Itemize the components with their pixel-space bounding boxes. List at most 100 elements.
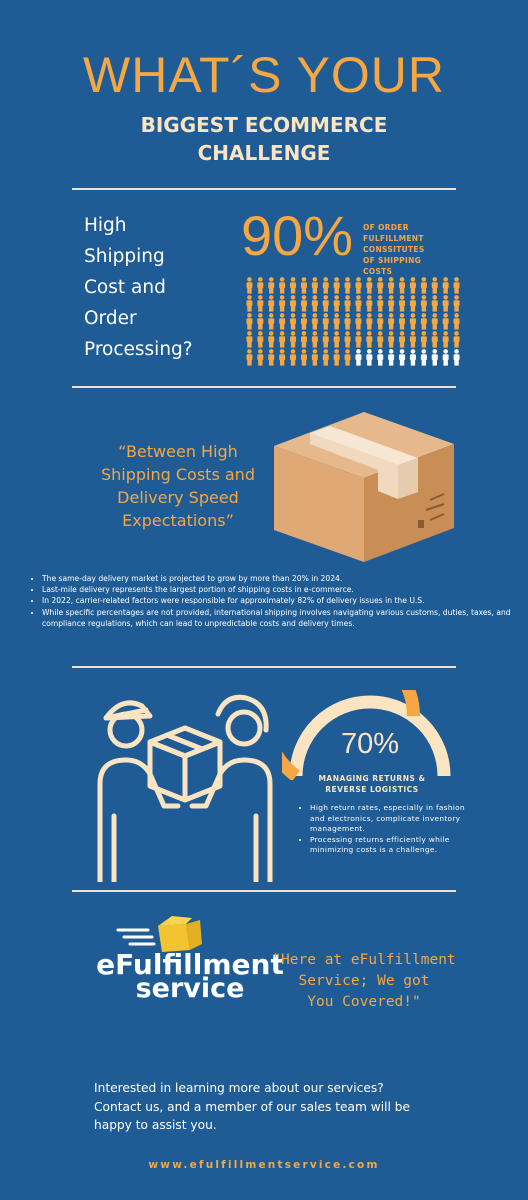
person-icon xyxy=(388,277,395,294)
person-icon xyxy=(377,295,384,312)
divider xyxy=(72,188,456,190)
heading-line: MANAGING RETURNS & xyxy=(318,774,426,783)
person-icon xyxy=(431,295,438,312)
person-icon xyxy=(322,313,329,330)
person-icon xyxy=(409,331,416,348)
person-icon xyxy=(366,295,373,312)
person-icon xyxy=(279,349,286,366)
person-icon xyxy=(442,295,449,312)
person-icon xyxy=(268,331,275,348)
person-icon xyxy=(453,331,460,348)
label-line: OF ORDER xyxy=(363,223,409,232)
person-icon xyxy=(344,295,351,312)
person-icon xyxy=(399,277,406,294)
person-icon xyxy=(355,277,362,294)
person-icon xyxy=(257,313,264,330)
brand-logo-line2: service xyxy=(135,973,245,1004)
person-icon xyxy=(311,349,318,366)
shipping-percent-label: OF ORDER FULFILLMENT CONSSITUTES OF SHIP… xyxy=(363,222,463,277)
flying-box-icon xyxy=(116,916,226,958)
person-icon xyxy=(431,331,438,348)
contact-line: Contact us, and a member of our sales te… xyxy=(94,1099,410,1114)
subtitle-line: BIGGEST ECOMMERCE xyxy=(140,113,388,137)
person-icon xyxy=(355,313,362,330)
person-icon xyxy=(453,349,460,366)
person-icon xyxy=(279,295,286,312)
person-icon xyxy=(300,295,307,312)
person-icon xyxy=(311,295,318,312)
contact-line: Interested in learning more about our se… xyxy=(94,1081,384,1095)
label-line: OF SHIPPING xyxy=(363,256,422,265)
person-icon xyxy=(377,313,384,330)
person-icon xyxy=(355,295,362,312)
person-icon xyxy=(420,313,427,330)
quote-line: Shipping Costs and xyxy=(101,465,255,484)
website-link[interactable]: www.efulfillmentservice.com xyxy=(148,1159,380,1171)
person-icon xyxy=(333,295,340,312)
quote-line: You Covered!" xyxy=(307,994,421,1010)
person-icon xyxy=(290,331,297,348)
person-icon xyxy=(420,295,427,312)
person-icon xyxy=(322,277,329,294)
cardboard-box-icon xyxy=(266,404,462,570)
person-icon xyxy=(311,331,318,348)
person-icon xyxy=(388,349,395,366)
divider xyxy=(72,890,456,892)
person-icon xyxy=(420,331,427,348)
person-icon xyxy=(246,295,253,312)
person-icon xyxy=(333,277,340,294)
person-icon xyxy=(257,349,264,366)
person-icon xyxy=(409,295,416,312)
person-icon xyxy=(442,331,449,348)
person-icon xyxy=(409,277,416,294)
quote-line: “Between High xyxy=(118,442,238,461)
person-icon xyxy=(431,349,438,366)
person-icon xyxy=(366,313,373,330)
person-icon xyxy=(246,277,253,294)
person-icon xyxy=(366,349,373,366)
person-icon xyxy=(300,331,307,348)
quote-line: Expectations” xyxy=(122,511,234,530)
label-line: CONSSITUTES xyxy=(363,245,425,254)
person-icon xyxy=(257,331,264,348)
person-icon xyxy=(279,313,286,330)
quote-line: Service; We got xyxy=(298,973,430,989)
main-title: WHAT´S YOUR xyxy=(83,47,445,103)
person-icon xyxy=(344,349,351,366)
person-icon xyxy=(268,295,275,312)
list-item: Processing returns efficiently while min… xyxy=(310,835,468,856)
person-icon xyxy=(279,277,286,294)
list-item: Last-mile delivery represents the larges… xyxy=(42,584,522,595)
person-icon xyxy=(322,331,329,348)
question-line: Order xyxy=(84,308,137,329)
person-icon xyxy=(333,313,340,330)
quote-line: Delivery Speed xyxy=(117,488,239,507)
person-icon xyxy=(409,349,416,366)
package-handover-icon xyxy=(92,688,278,886)
person-icon xyxy=(300,277,307,294)
person-icon xyxy=(399,295,406,312)
quote-line: "Here at eFulfillment xyxy=(272,952,456,968)
person-icon xyxy=(431,313,438,330)
question-line: Shipping xyxy=(84,246,165,267)
person-icon xyxy=(344,313,351,330)
label-line: COSTS xyxy=(363,267,393,276)
person-icon xyxy=(355,349,362,366)
brand-logo-line1: eFulfillment xyxy=(96,948,284,981)
person-icon xyxy=(366,331,373,348)
person-icon xyxy=(322,349,329,366)
person-icon xyxy=(442,277,449,294)
person-icon xyxy=(333,349,340,366)
person-icon xyxy=(399,331,406,348)
person-icon xyxy=(290,295,297,312)
shipping-percent: 90% xyxy=(241,204,354,267)
divider xyxy=(72,666,456,668)
returns-heading: MANAGING RETURNS & REVERSE LOGISTICS xyxy=(286,773,458,795)
person-icon xyxy=(377,349,384,366)
person-icon xyxy=(290,313,297,330)
person-icon xyxy=(290,349,297,366)
person-icon xyxy=(442,349,449,366)
list-item: In 2022, carrier-related factors were re… xyxy=(42,595,522,606)
person-icon xyxy=(453,313,460,330)
